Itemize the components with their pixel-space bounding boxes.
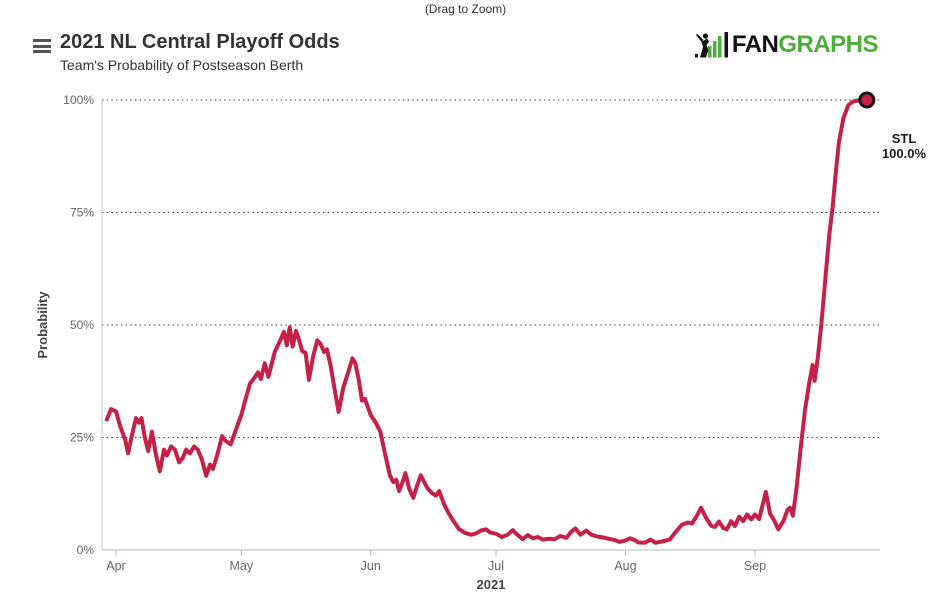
fangraphs-logo[interactable]: FANGRAPHS: [694, 31, 879, 58]
series-end-value: 100.0%: [881, 146, 927, 161]
y-tick-label: 50%: [70, 318, 94, 332]
fangraphs-batter-icon: [694, 32, 728, 58]
hamburger-icon: [33, 39, 51, 42]
series-end-label: STL 100.0%: [878, 131, 930, 161]
y-tick-label: 100%: [63, 93, 94, 107]
x-tick-label: May: [229, 559, 253, 573]
x-tick-label: Sep: [744, 559, 766, 573]
x-tick-label: Jun: [361, 559, 381, 573]
chart-subtitle: Team's Probability of Postseason Berth: [60, 57, 304, 73]
y-axis-title: Probability: [35, 291, 50, 359]
logo-fan-text: FAN: [731, 31, 779, 58]
chart-menu-button[interactable]: [33, 39, 51, 53]
y-tick-label: 25%: [70, 431, 94, 445]
x-tick-label: Jul: [488, 559, 504, 573]
y-tick-label: 75%: [70, 206, 94, 220]
x-tick-label: Aug: [614, 559, 636, 573]
series-end-team: STL: [891, 131, 917, 146]
hamburger-icon: [33, 44, 51, 48]
series-line-stl: [104, 98, 869, 545]
x-tick-label: Apr: [106, 559, 125, 573]
chart-header: 2021 NL Central Playoff Odds Team's Prob…: [60, 31, 340, 73]
fangraphs-wordmark: FANGRAPHS: [731, 31, 879, 58]
x-axis-title: 2021: [477, 577, 506, 592]
y-tick-label: 0%: [77, 543, 95, 557]
hamburger-icon: [33, 50, 51, 53]
drag-to-zoom-hint: (Drag to Zoom): [424, 2, 507, 16]
logo-graphs-text: GRAPHS: [778, 31, 878, 58]
series-end-marker: [858, 91, 876, 109]
chart-title: 2021 NL Central Playoff Odds: [60, 31, 340, 53]
